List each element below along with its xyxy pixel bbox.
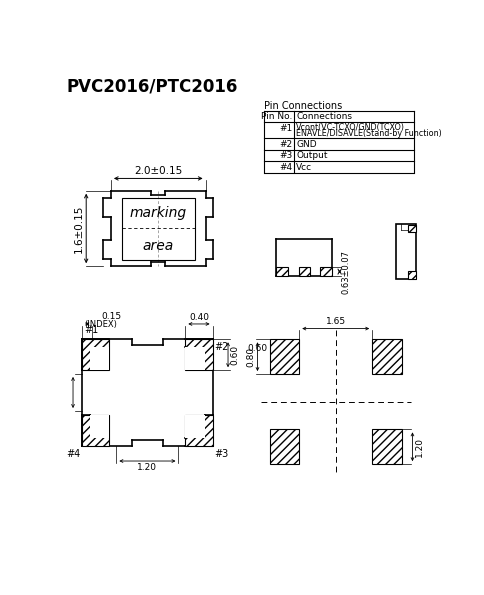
Text: #2: #2 (279, 140, 292, 149)
Bar (371, 339, 401, 374)
Text: 0.60: 0.60 (247, 344, 267, 353)
Bar (185, 347, 204, 370)
Text: area: area (142, 239, 174, 253)
Bar (298, 267, 310, 276)
Text: #1: #1 (84, 325, 98, 335)
Text: 2.0±0.15: 2.0±0.15 (134, 166, 182, 176)
Bar (90, 415, 109, 438)
Text: 1.20: 1.20 (137, 464, 157, 472)
Text: Connections: Connections (296, 112, 351, 121)
Text: Pin Connections: Pin Connections (264, 101, 342, 111)
Bar (90, 347, 109, 370)
Text: #4: #4 (279, 163, 292, 172)
Text: 1.65: 1.65 (325, 317, 345, 326)
Text: #3: #3 (278, 152, 292, 161)
Text: 0.40: 0.40 (189, 312, 209, 322)
Text: GND: GND (296, 140, 316, 149)
Text: 0.63±0.07: 0.63±0.07 (341, 249, 350, 293)
Text: 1.20: 1.20 (414, 437, 423, 457)
Bar (319, 267, 331, 276)
Bar (407, 225, 415, 232)
Bar (82, 415, 109, 446)
Text: ENAVLE/DISAVLE(Stand-by Function): ENAVLE/DISAVLE(Stand-by Function) (296, 129, 441, 138)
Text: 0.60: 0.60 (230, 345, 239, 365)
Bar (185, 415, 204, 438)
Text: #1: #1 (278, 124, 292, 133)
Text: Vcc: Vcc (296, 163, 312, 172)
Text: 0.15: 0.15 (101, 312, 121, 321)
Text: 0.80: 0.80 (246, 347, 255, 367)
Bar (269, 339, 299, 374)
Bar (185, 339, 212, 370)
Text: (INDEX): (INDEX) (84, 320, 117, 328)
Text: #2: #2 (213, 342, 228, 352)
Text: #3: #3 (213, 449, 228, 459)
Text: Output: Output (296, 152, 327, 161)
Text: #4: #4 (66, 449, 81, 459)
Bar (275, 267, 287, 276)
Bar (121, 199, 194, 260)
Text: marking: marking (129, 206, 186, 221)
Bar (185, 415, 212, 446)
Text: Pin No.: Pin No. (260, 112, 292, 121)
Bar (82, 339, 109, 370)
Text: PVC2016/PTC2016: PVC2016/PTC2016 (67, 77, 238, 96)
Text: 1.6±0.15: 1.6±0.15 (74, 204, 84, 253)
Bar (407, 271, 415, 278)
Bar (269, 430, 299, 464)
Text: Vcont(VC-TCXO/GND(TCXO): Vcont(VC-TCXO/GND(TCXO) (296, 123, 405, 132)
Bar (371, 430, 401, 464)
Bar (395, 224, 415, 279)
